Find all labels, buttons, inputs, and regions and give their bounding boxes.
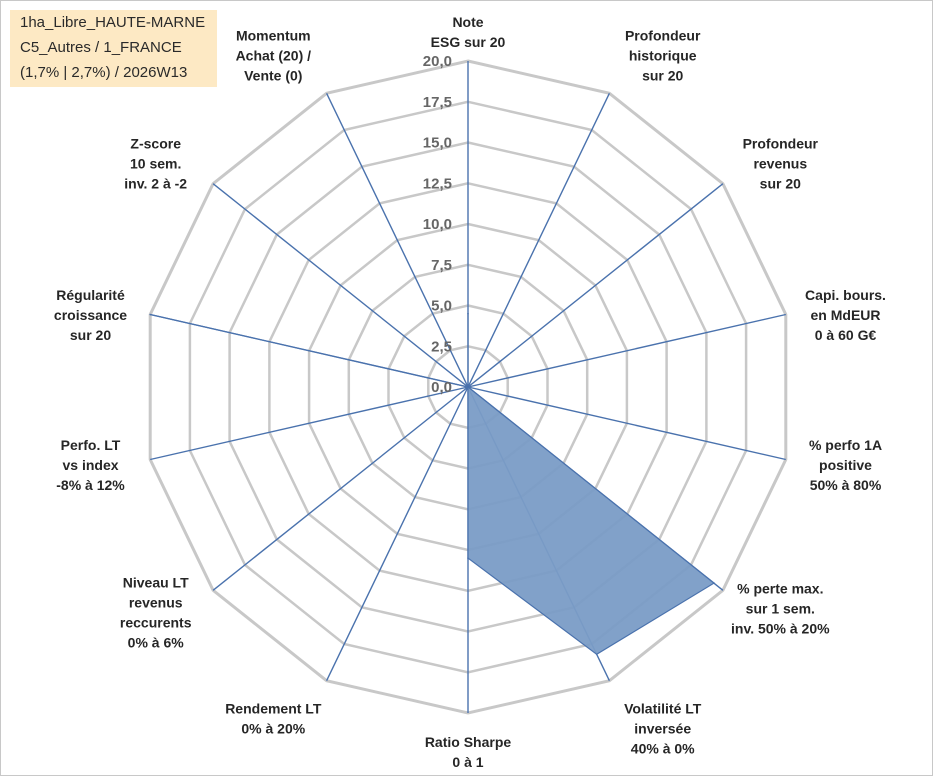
radar-spoke xyxy=(212,183,469,388)
axis-label: Ratio Sharpe 0 à 1 xyxy=(425,734,512,770)
axis-labels: Note ESG sur 20 Profondeur historique sur 20… xyxy=(54,14,886,770)
radar-spoke xyxy=(467,183,724,388)
axis-label: Régularité croissance sur 20 xyxy=(54,287,127,343)
axis-label: Z-score 10 sem. inv. 2 à -2 xyxy=(124,135,187,191)
radar-series xyxy=(149,312,716,656)
tick-label: 17,5 xyxy=(423,94,452,111)
axis-label: Note ESG sur 20 xyxy=(431,14,506,50)
axis-label-line: Ratio Sharpe xyxy=(425,734,512,750)
radar-spoke xyxy=(467,313,786,388)
axis-label-line: inv. 2 à -2 xyxy=(124,175,187,191)
axis-label-line: revenus xyxy=(753,155,807,171)
axis-label-line: inv. 50% à 20% xyxy=(731,621,830,637)
axis-label-line: Profondeur xyxy=(743,135,819,151)
radar-spoke xyxy=(150,386,469,461)
axis-label-line: sur 20 xyxy=(760,175,801,191)
axis-label-line: croissance xyxy=(54,307,127,323)
axis-label-line: Perfo. LT xyxy=(61,437,121,453)
data-point xyxy=(595,653,598,656)
axis-label-line: positive xyxy=(819,457,872,473)
axis-label-line: sur 20 xyxy=(642,68,683,84)
axis-label-line: Rendement LT xyxy=(225,701,322,717)
info-box: 1ha_Libre_HAUTE-MARNE C5_Autres / 1_FRAN… xyxy=(10,10,217,87)
axis-label-line: 50% à 80% xyxy=(810,477,882,493)
tick-label: 5,0 xyxy=(431,298,452,315)
axis-label-line: Volatilité LT xyxy=(624,701,702,717)
tick-label: 15,0 xyxy=(423,135,452,152)
axis-label: Momentum Achat (20) / Vente (0) xyxy=(236,28,312,84)
tick-label: 10,0 xyxy=(423,216,452,233)
axis-label-line: revenus xyxy=(129,595,183,611)
info-line-stats: (1,7% | 2,7%) / 2026W13 xyxy=(20,64,188,81)
axis-label-line: historique xyxy=(629,48,697,64)
axis-label-line: 0 à 60 G€ xyxy=(815,327,877,343)
data-point xyxy=(467,557,469,559)
axis-label: Perfo. LT vs index -8% à 12% xyxy=(56,437,125,493)
info-line-category: C5_Autres / 1_FRANCE xyxy=(20,39,182,56)
radar-spoke xyxy=(212,386,469,591)
axis-label-line: 0% à 6% xyxy=(128,635,185,651)
axis-label-line: Momentum xyxy=(236,28,311,44)
axis-label-line: inversée xyxy=(634,721,691,737)
axis-label-line: 40% à 0% xyxy=(631,741,695,757)
radar-spoke xyxy=(467,386,786,461)
data-point xyxy=(467,312,469,315)
data-point xyxy=(149,313,151,316)
axis-label-line: Régularité xyxy=(56,287,125,303)
axis-label-line: sur 1 sem. xyxy=(746,601,815,617)
tick-label: 2,5 xyxy=(431,338,452,355)
axis-label: Rendement LT 0% à 20% xyxy=(225,701,322,737)
tick-label: 12,5 xyxy=(423,175,452,192)
axis-label: Capi. bours. en MdEUR 0 à 60 G€ xyxy=(805,287,886,343)
axis-label: % perfo 1A positive 50% à 80% xyxy=(809,437,882,493)
axis-label-line: Capi. bours. xyxy=(805,287,886,303)
info-line-name: 1ha_Libre_HAUTE-MARNE xyxy=(20,14,206,31)
axis-label: Profondeur revenus sur 20 xyxy=(743,135,819,191)
axis-label-line: -8% à 12% xyxy=(56,477,125,493)
axis-label-line: 0% à 20% xyxy=(241,721,305,737)
data-point xyxy=(467,386,469,388)
axis-label-line: en MdEUR xyxy=(811,307,881,323)
axis-label: Volatilité LT inversée 40% à 0% xyxy=(624,701,702,757)
axis-label: Niveau LT revenus reccurents 0% à 6% xyxy=(120,575,192,651)
axis-label-line: Profondeur xyxy=(625,28,701,44)
axis-label-line: Note xyxy=(452,14,483,30)
axis-label-line: sur 20 xyxy=(70,327,111,343)
radar-spoke xyxy=(325,386,469,682)
axis-label: Profondeur historique sur 20 xyxy=(625,28,701,84)
axis-label-line: Z-score xyxy=(130,135,181,151)
axis-label-line: Vente (0) xyxy=(244,68,302,84)
axis-label-line: vs index xyxy=(62,457,118,473)
tick-label: 20,0 xyxy=(423,53,452,70)
radar-spoke xyxy=(467,92,611,388)
axis-label-line: ESG sur 20 xyxy=(431,34,506,50)
axis-label-line: 0 à 1 xyxy=(452,754,483,770)
radar-spoke xyxy=(325,92,469,388)
tick-label: 0,0 xyxy=(431,379,452,396)
axis-label-line: % perfo 1A xyxy=(809,437,882,453)
radial-tick-labels: 0,0 2,5 5,0 7,5 10,0 12,5 15,0 17,5 20,0 xyxy=(423,53,452,396)
axis-label-line: reccurents xyxy=(120,615,192,631)
axis-label-line: % perte max. xyxy=(737,581,823,597)
axis-label-line: Achat (20) / xyxy=(236,48,312,64)
tick-label: 7,5 xyxy=(431,257,452,274)
axis-label-line: Niveau LT xyxy=(123,575,189,591)
axis-label: % perte max. sur 1 sem. inv. 50% à 20% xyxy=(731,581,830,637)
data-point xyxy=(713,582,715,584)
axis-label-line: 10 sem. xyxy=(130,155,181,171)
series-area xyxy=(150,313,716,656)
